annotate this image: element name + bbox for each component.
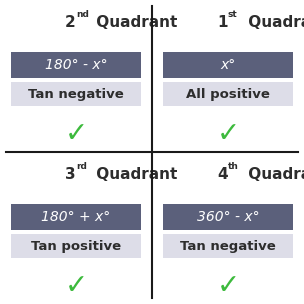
Text: st: st [228, 10, 238, 19]
Text: 3: 3 [65, 168, 76, 182]
Text: 1: 1 [217, 16, 228, 30]
Text: Tan negative: Tan negative [28, 88, 124, 101]
FancyBboxPatch shape [11, 82, 141, 106]
Text: Tan positive: Tan positive [31, 240, 121, 253]
Text: Tan negative: Tan negative [180, 240, 276, 253]
Text: Quadrant: Quadrant [243, 16, 304, 30]
Text: th: th [228, 162, 239, 171]
Text: rd: rd [76, 162, 87, 171]
FancyBboxPatch shape [11, 234, 141, 258]
Text: All positive: All positive [186, 88, 270, 101]
Text: ✓: ✓ [64, 272, 88, 300]
Text: 2: 2 [65, 16, 76, 30]
Text: nd: nd [76, 10, 89, 19]
Text: ✓: ✓ [216, 120, 240, 148]
FancyBboxPatch shape [163, 234, 293, 258]
Text: x°: x° [220, 57, 236, 72]
Text: Quadrant: Quadrant [91, 168, 178, 182]
FancyBboxPatch shape [163, 204, 293, 230]
FancyBboxPatch shape [163, 82, 293, 106]
Text: 180° + x°: 180° + x° [41, 209, 111, 224]
Text: 4: 4 [217, 168, 228, 182]
Text: 180° - x°: 180° - x° [45, 57, 107, 72]
FancyBboxPatch shape [163, 52, 293, 78]
Text: ✓: ✓ [216, 272, 240, 300]
Text: ✓: ✓ [64, 120, 88, 148]
FancyBboxPatch shape [11, 52, 141, 78]
Text: 360° - x°: 360° - x° [197, 209, 259, 224]
Text: Quadrant: Quadrant [91, 16, 178, 30]
Text: Quadrant: Quadrant [243, 168, 304, 182]
FancyBboxPatch shape [11, 204, 141, 230]
